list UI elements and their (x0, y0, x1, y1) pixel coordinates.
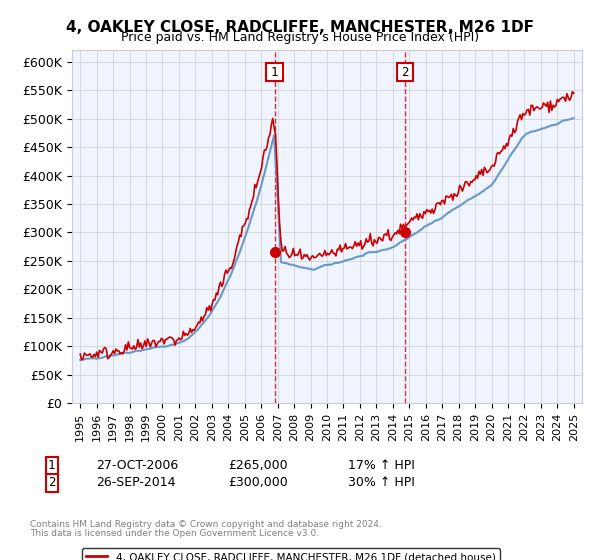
Text: 17% ↑ HPI: 17% ↑ HPI (348, 459, 415, 473)
Text: £265,000: £265,000 (228, 459, 287, 473)
Legend: 4, OAKLEY CLOSE, RADCLIFFE, MANCHESTER, M26 1DF (detached house), HPI: Average p: 4, OAKLEY CLOSE, RADCLIFFE, MANCHESTER, … (82, 548, 500, 560)
Text: Price paid vs. HM Land Registry's House Price Index (HPI): Price paid vs. HM Land Registry's House … (121, 31, 479, 44)
Text: 2: 2 (48, 476, 56, 489)
Text: 26-SEP-2014: 26-SEP-2014 (96, 476, 176, 489)
Text: 2: 2 (401, 66, 409, 78)
Text: This data is licensed under the Open Government Licence v3.0.: This data is licensed under the Open Gov… (30, 529, 319, 538)
Text: 1: 1 (48, 459, 56, 473)
Text: £300,000: £300,000 (228, 476, 288, 489)
Text: 30% ↑ HPI: 30% ↑ HPI (348, 476, 415, 489)
Text: Contains HM Land Registry data © Crown copyright and database right 2024.: Contains HM Land Registry data © Crown c… (30, 520, 382, 529)
FancyBboxPatch shape (397, 63, 413, 81)
Text: 1: 1 (271, 66, 278, 78)
FancyBboxPatch shape (266, 63, 283, 81)
Text: 27-OCT-2006: 27-OCT-2006 (96, 459, 178, 473)
Text: 4, OAKLEY CLOSE, RADCLIFFE, MANCHESTER, M26 1DF: 4, OAKLEY CLOSE, RADCLIFFE, MANCHESTER, … (66, 20, 534, 35)
